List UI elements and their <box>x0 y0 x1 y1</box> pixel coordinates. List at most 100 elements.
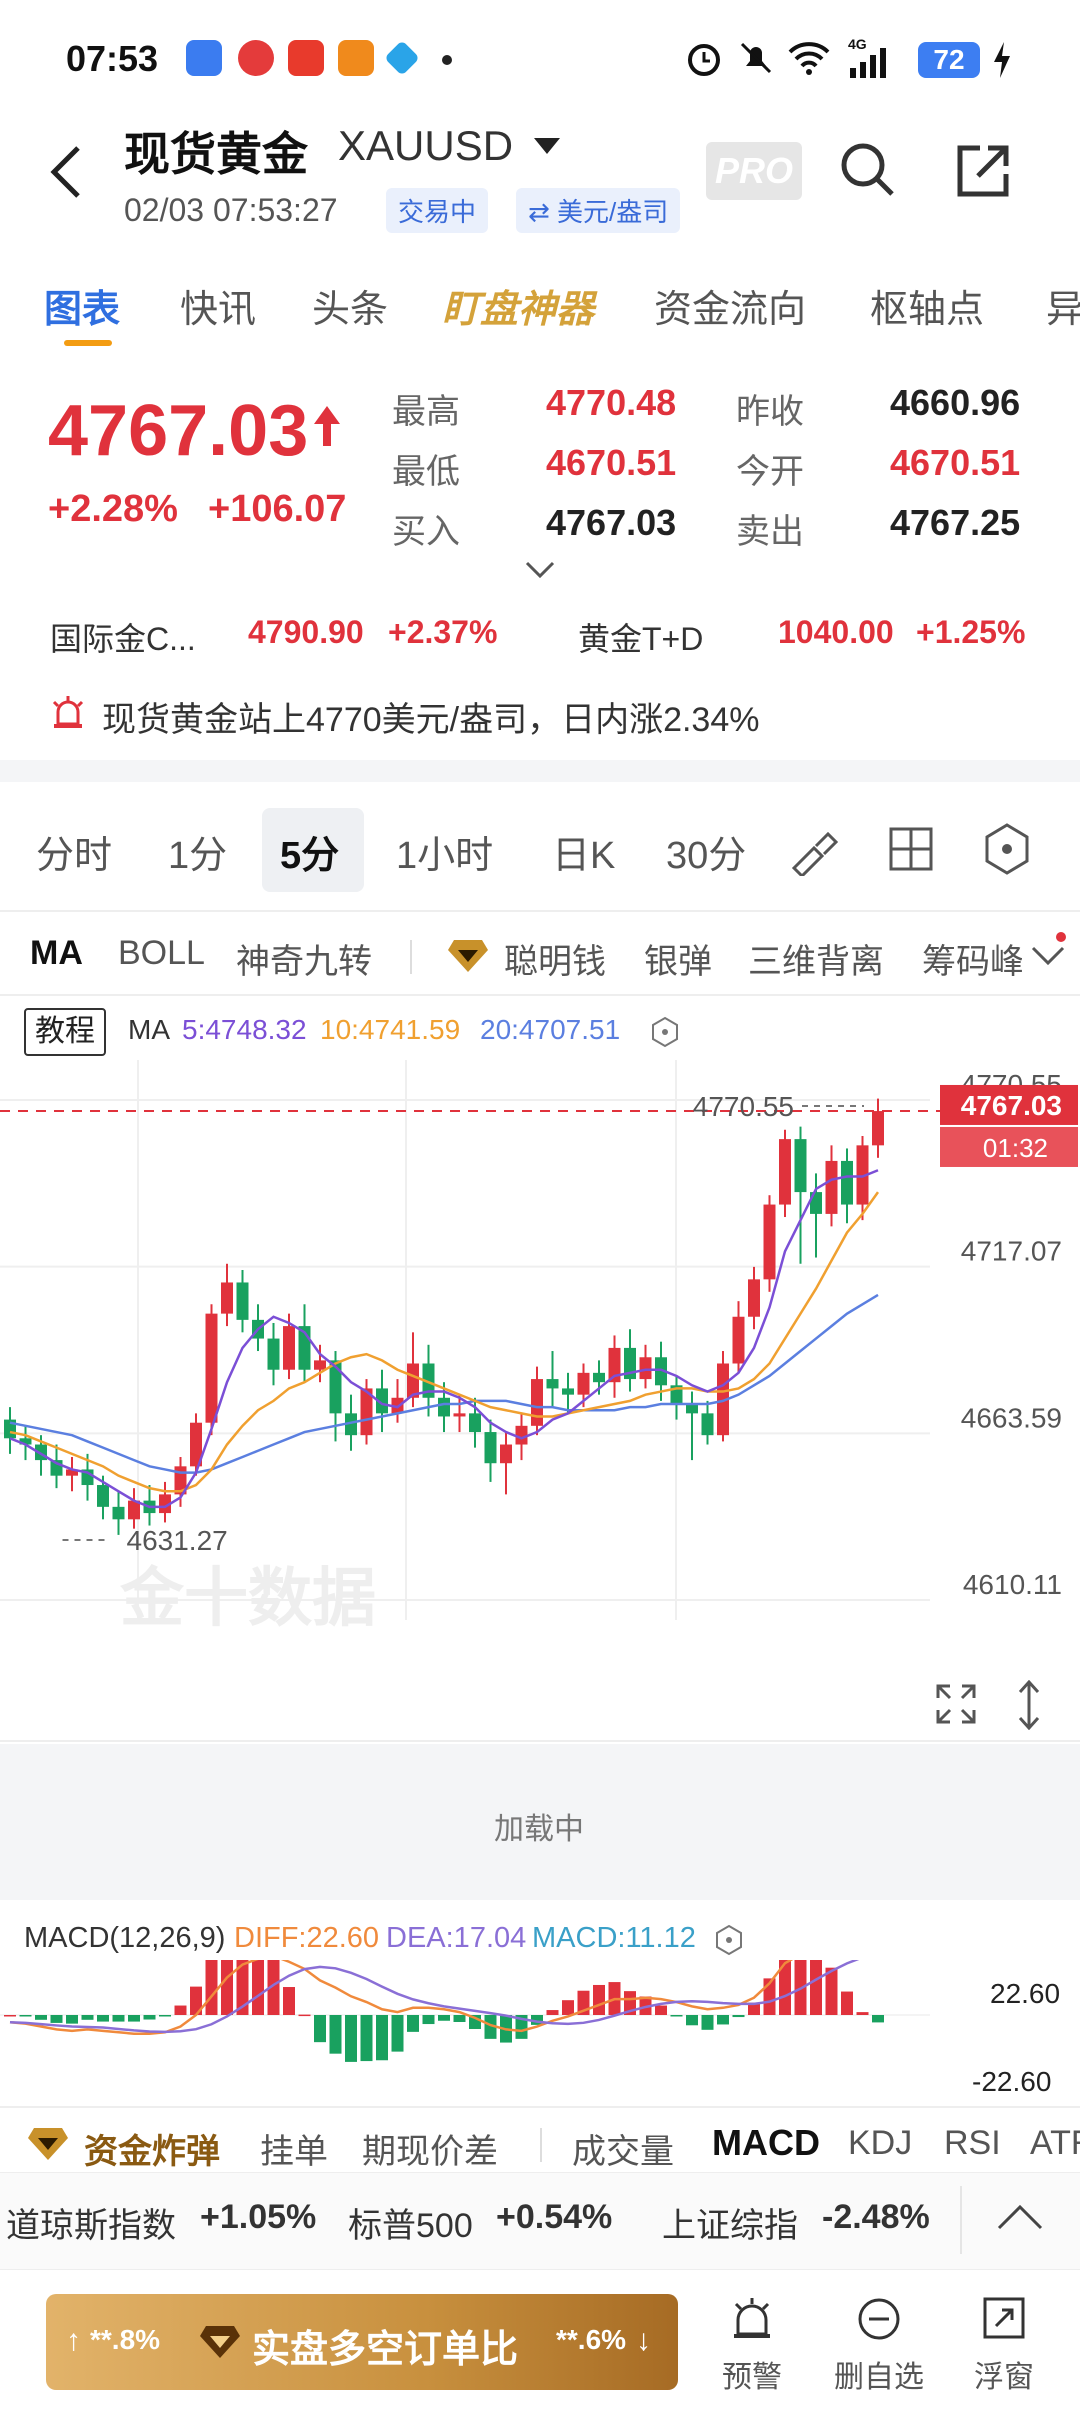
index-name[interactable]: 道琼斯指数 <box>6 2207 176 2245</box>
remove-watchlist-button[interactable]: 删自选 <box>834 2361 924 2394</box>
period-tab-5min[interactable]: 5分 <box>280 835 340 877</box>
related-name[interactable]: 国际金C... <box>50 621 196 657</box>
symbol-dropdown-icon[interactable] <box>532 136 562 156</box>
collapse-up-chevron-icon[interactable] <box>996 2202 1044 2232</box>
tutorial-button[interactable]: 教程 <box>24 1008 106 1056</box>
diamond-vip-icon <box>200 2326 240 2358</box>
period-tab-daily[interactable]: 日K <box>552 835 616 877</box>
macd-histogram-bar <box>841 1991 853 2015</box>
long-short-ratio-banner[interactable] <box>46 2294 678 2390</box>
fullscreen-icon[interactable] <box>934 1682 978 1726</box>
macd-histogram-bar <box>701 2015 714 2030</box>
pro-button[interactable]: PRO <box>706 142 802 200</box>
float-window-icon[interactable] <box>982 2296 1026 2340</box>
search-icon[interactable] <box>838 140 896 198</box>
float-window-button[interactable]: 浮窗 <box>974 2361 1034 2394</box>
status-bar: 07:53 4G 72 <box>0 0 1080 110</box>
period-tab-1hour[interactable]: 1小时 <box>396 835 494 877</box>
candlestick-chart[interactable]: 金十数据 4770.554717.074663.594610.1103:2504… <box>0 1060 1080 1680</box>
network-type: 4G <box>848 36 867 52</box>
macd-histogram-bar <box>438 2015 450 2021</box>
candle-body <box>97 1485 109 1507</box>
macd-histogram-bar <box>252 1960 264 2015</box>
candle-body <box>701 1413 714 1436</box>
sub-tab-macd[interactable]: MACD <box>712 2122 820 2163</box>
battery-indicator: 72 <box>918 42 980 78</box>
macd-chart[interactable] <box>0 1960 1080 2070</box>
low-value: 4670.51 <box>546 442 677 483</box>
loading-text: 加载中 <box>494 1813 584 1846</box>
prev-close-value: 4660.96 <box>890 382 1021 423</box>
ma-settings-icon[interactable] <box>650 1016 680 1048</box>
macd-histogram-bar <box>546 2010 559 2015</box>
alarm-bell-icon[interactable] <box>730 2296 774 2340</box>
tab-pivot-points[interactable]: 枢轴点 <box>870 289 985 331</box>
vertical-scale-icon[interactable] <box>1014 1680 1044 1730</box>
alert-news-text[interactable]: 现货黄金站上4770美元/盎司，日内涨2.34% <box>102 701 760 739</box>
index-ticker-bar <box>0 2172 1080 2270</box>
candle-body <box>453 1413 466 1417</box>
related-price: 4790.90 <box>248 614 364 650</box>
unit-toggle[interactable]: ⇄ 美元/盎司 <box>516 188 681 233</box>
indicator-tab-divergence[interactable]: 三维背离 <box>748 943 884 981</box>
candle-body <box>562 1388 574 1395</box>
indicator-tab-silver-bullet[interactable]: 银弹 <box>644 943 712 981</box>
draw-tool-icon[interactable] <box>786 822 840 876</box>
sub-tab-orders[interactable]: 挂单 <box>260 2133 328 2171</box>
candle-body <box>329 1360 342 1414</box>
period-tab-1min[interactable]: 1分 <box>168 835 228 877</box>
tab-monitor-tool[interactable]: 盯盘神器 <box>442 289 595 331</box>
tab-fund-flow[interactable]: 资金流向 <box>654 289 807 331</box>
related-name[interactable]: 黄金T+D <box>578 621 704 657</box>
indicator-tab-chip-peak[interactable]: 筹码峰 <box>922 943 1022 981</box>
candle-body <box>608 1347 621 1383</box>
sub-tab-basis[interactable]: 期现价差 <box>362 2133 498 2171</box>
candle-body <box>314 1360 326 1370</box>
candle-body <box>438 1397 450 1417</box>
macd-histogram-bar <box>779 1960 791 2015</box>
tab-flash-news[interactable]: 快讯 <box>180 289 257 331</box>
share-icon[interactable] <box>954 142 1012 200</box>
tab-headlines[interactable]: 头条 <box>312 289 389 331</box>
settings-hexagon-icon[interactable] <box>982 822 1032 876</box>
candle-body <box>484 1432 497 1464</box>
indicator-tab-boll[interactable]: BOLL <box>118 934 205 972</box>
macd-settings-icon[interactable] <box>714 1924 744 1956</box>
alert-button[interactable]: 预警 <box>722 2361 782 2394</box>
tab-chart[interactable]: 图表 <box>44 289 121 331</box>
macd-histogram-bar <box>81 2015 94 2020</box>
candle-body <box>732 1316 745 1364</box>
banner-title: 实盘多空订单比 <box>252 2329 519 2371</box>
back-arrow-icon[interactable] <box>46 144 86 200</box>
sub-tab-kdj[interactable]: KDJ <box>848 2124 913 2162</box>
remove-watchlist-icon[interactable] <box>856 2296 902 2342</box>
symbol-code[interactable]: XAUUSD <box>338 122 514 169</box>
period-tab-30min[interactable]: 30分 <box>666 835 747 877</box>
index-change: +0.54% <box>496 2198 613 2236</box>
layout-grid-icon[interactable] <box>888 826 934 872</box>
macd-histogram-bar <box>221 1960 233 2015</box>
more-indicators-chevron-icon[interactable] <box>1030 944 1066 968</box>
period-tab-selected-bg <box>262 808 364 892</box>
macd-histogram-bar <box>655 2005 667 2015</box>
countdown-tag-text: 01:32 <box>983 1133 1048 1163</box>
macd-histogram-bar <box>810 1960 822 2015</box>
candle-body <box>267 1338 280 1370</box>
macd-histogram-bar <box>593 1984 605 2015</box>
sub-tab-atr[interactable]: ATR <box>1030 2124 1080 2162</box>
sub-tab-rsi[interactable]: RSI <box>944 2124 1001 2162</box>
sub-tab-volume[interactable]: 成交量 <box>572 2133 674 2171</box>
index-change: -2.48% <box>822 2198 930 2236</box>
indicator-tab-magic9[interactable]: 神奇九转 <box>236 943 372 981</box>
sub-tab-fund-bomb[interactable]: 资金炸弹 <box>84 2133 220 2171</box>
tab-more[interactable]: 异 <box>1046 289 1080 331</box>
indicator-tab-ma[interactable]: MA <box>30 934 83 972</box>
indicator-tab-smart-money[interactable]: 聪明钱 <box>504 943 606 981</box>
expand-chevron-icon[interactable] <box>524 560 556 580</box>
macd-histogram-bar <box>19 2015 32 2017</box>
period-tab-timeshare[interactable]: 分时 <box>36 835 113 877</box>
y-axis-tick-label: 4663.59 <box>961 1402 1062 1433</box>
index-name[interactable]: 标普500 <box>348 2207 473 2245</box>
candle-body <box>841 1160 853 1205</box>
index-name[interactable]: 上证综指 <box>662 2207 798 2245</box>
